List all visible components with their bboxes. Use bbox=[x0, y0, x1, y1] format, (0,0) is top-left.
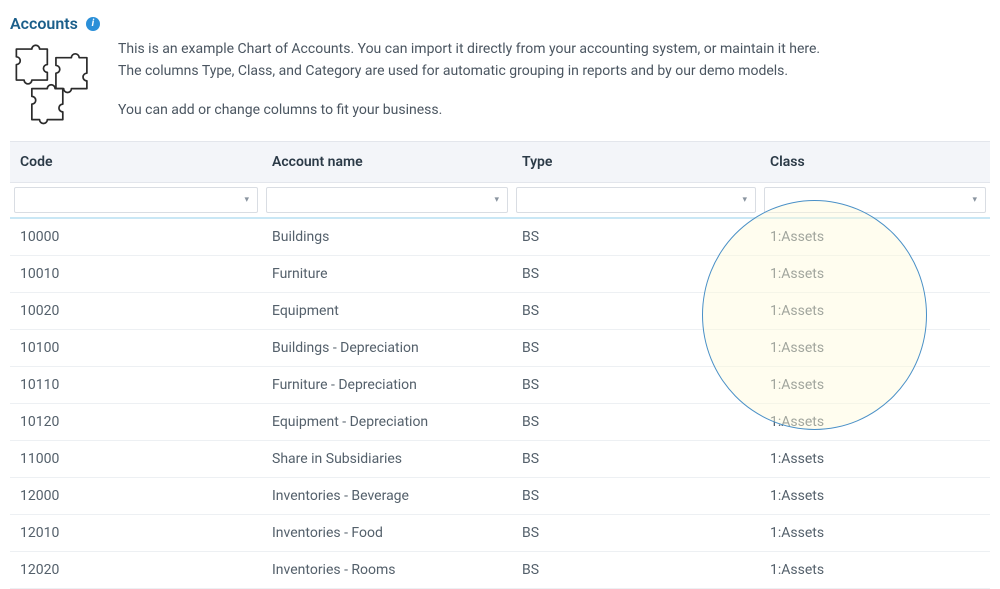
table-row[interactable]: 11000Share in SubsidiariesBS1:Assets bbox=[10, 441, 990, 478]
cell-name: Buildings - Depreciation bbox=[262, 330, 512, 367]
table-row[interactable]: 10110Furniture - DepreciationBS1:Assets bbox=[10, 367, 990, 404]
cell-type: BS bbox=[512, 552, 760, 589]
chevron-down-icon: ▾ bbox=[494, 195, 499, 205]
col-header-name[interactable]: Account name bbox=[262, 142, 512, 183]
table-row[interactable]: 10100Buildings - DepreciationBS1:Assets bbox=[10, 330, 990, 367]
chevron-down-icon: ▾ bbox=[742, 195, 747, 205]
cell-class: 1:Assets bbox=[760, 293, 990, 330]
cell-code: 10000 bbox=[10, 218, 262, 256]
cell-type: BS bbox=[512, 478, 760, 515]
cell-class: 1:Assets bbox=[760, 478, 990, 515]
cell-code: 12010 bbox=[10, 515, 262, 552]
puzzle-icon bbox=[10, 39, 100, 131]
cell-name: Equipment bbox=[262, 293, 512, 330]
cell-type: BS bbox=[512, 515, 760, 552]
cell-class: 1:Assets bbox=[760, 552, 990, 589]
cell-type: BS bbox=[512, 218, 760, 256]
cell-type: BS bbox=[512, 330, 760, 367]
table-row[interactable]: 10020EquipmentBS1:Assets bbox=[10, 293, 990, 330]
cell-name: Inventories - Rooms bbox=[262, 552, 512, 589]
filter-type[interactable]: ▾ bbox=[516, 187, 756, 213]
cell-code: 12000 bbox=[10, 478, 262, 515]
cell-type: BS bbox=[512, 404, 760, 441]
filter-name[interactable]: ▾ bbox=[266, 187, 508, 213]
table-row[interactable]: 12020Inventories - RoomsBS1:Assets bbox=[10, 552, 990, 589]
col-header-type[interactable]: Type bbox=[512, 142, 760, 183]
intro-line-3: You can add or change columns to fit you… bbox=[118, 100, 820, 122]
col-header-code[interactable]: Code bbox=[10, 142, 262, 183]
filter-code[interactable]: ▾ bbox=[14, 187, 258, 213]
cell-type: BS bbox=[512, 256, 760, 293]
cell-code: 12020 bbox=[10, 552, 262, 589]
cell-name: Furniture - Depreciation bbox=[262, 367, 512, 404]
cell-type: BS bbox=[512, 441, 760, 478]
cell-name: Equipment - Depreciation bbox=[262, 404, 512, 441]
cell-code: 10100 bbox=[10, 330, 262, 367]
cell-name: Share in Subsidiaries bbox=[262, 441, 512, 478]
cell-name: Inventories - Beverage bbox=[262, 478, 512, 515]
cell-class: 1:Assets bbox=[760, 367, 990, 404]
cell-code: 11000 bbox=[10, 441, 262, 478]
chevron-down-icon: ▾ bbox=[972, 195, 977, 205]
accounts-table: Code Account name Type Class ▾ ▾ ▾ ▾ 100… bbox=[10, 141, 990, 589]
info-icon[interactable]: i bbox=[86, 17, 100, 31]
cell-name: Furniture bbox=[262, 256, 512, 293]
page-title: Accounts bbox=[10, 14, 78, 33]
filter-class[interactable]: ▾ bbox=[764, 187, 986, 213]
table-row[interactable]: 12010Inventories - FoodBS1:Assets bbox=[10, 515, 990, 552]
cell-class: 1:Assets bbox=[760, 218, 990, 256]
cell-code: 10010 bbox=[10, 256, 262, 293]
cell-type: BS bbox=[512, 293, 760, 330]
chevron-down-icon: ▾ bbox=[244, 195, 249, 205]
cell-type: BS bbox=[512, 367, 760, 404]
intro-line-2: The columns Type, Class, and Category ar… bbox=[118, 61, 820, 83]
table-row[interactable]: 10000BuildingsBS1:Assets bbox=[10, 218, 990, 256]
cell-class: 1:Assets bbox=[760, 404, 990, 441]
cell-code: 10110 bbox=[10, 367, 262, 404]
cell-name: Inventories - Food bbox=[262, 515, 512, 552]
col-header-class[interactable]: Class bbox=[760, 142, 990, 183]
cell-class: 1:Assets bbox=[760, 515, 990, 552]
cell-name: Buildings bbox=[262, 218, 512, 256]
intro-line-1: This is an example Chart of Accounts. Yo… bbox=[118, 39, 820, 61]
table-row[interactable]: 10010FurnitureBS1:Assets bbox=[10, 256, 990, 293]
table-row[interactable]: 10120Equipment - DepreciationBS1:Assets bbox=[10, 404, 990, 441]
cell-class: 1:Assets bbox=[760, 441, 990, 478]
cell-class: 1:Assets bbox=[760, 330, 990, 367]
cell-code: 10020 bbox=[10, 293, 262, 330]
cell-class: 1:Assets bbox=[760, 256, 990, 293]
cell-code: 10120 bbox=[10, 404, 262, 441]
intro-text: This is an example Chart of Accounts. Yo… bbox=[118, 39, 820, 122]
table-row[interactable]: 12000Inventories - BeverageBS1:Assets bbox=[10, 478, 990, 515]
